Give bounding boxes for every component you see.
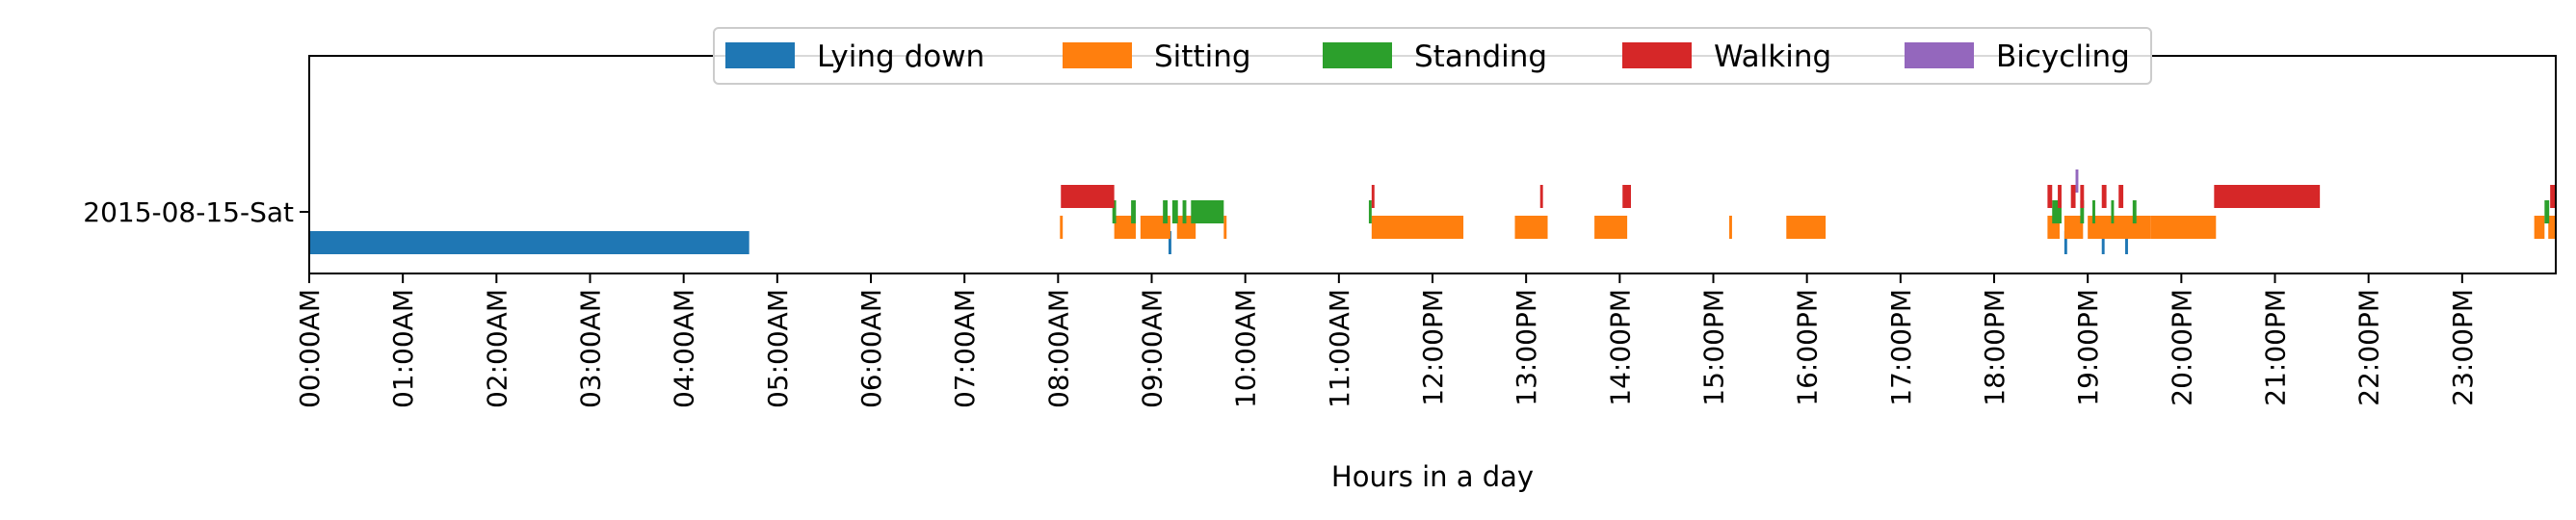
legend-swatch-bicycling: [1905, 42, 1974, 68]
bar-sitting-4: [1223, 216, 1227, 239]
bar-sitting-8: [1729, 216, 1732, 239]
bar-sitting-6: [1514, 216, 1548, 239]
legend-swatch-standing: [1323, 42, 1392, 68]
bar-bicycling-0: [2075, 169, 2079, 193]
x-tick-label-13: 13:00PM: [1511, 289, 1542, 406]
bar-walking-7: [2080, 185, 2085, 208]
bar-sitting-9: [1786, 216, 1827, 239]
x-tick-label-2: 02:00AM: [481, 289, 513, 408]
legend-label-sitting: Sitting: [1154, 39, 1251, 74]
x-tick-label-20: 20:00PM: [2166, 289, 2197, 406]
bar-sitting-5: [1371, 216, 1464, 239]
x-tick-label-1: 01:00AM: [387, 289, 419, 408]
x-tick-label-5: 05:00AM: [762, 289, 794, 408]
series-sitting: [1060, 216, 2556, 239]
x-tick-label-17: 17:00PM: [1885, 289, 1917, 406]
x-tick-label-15: 15:00PM: [1698, 289, 1730, 406]
series-bicycling: [2075, 169, 2079, 193]
x-tick-label-7: 07:00AM: [949, 289, 981, 408]
bar-sitting-0: [1060, 216, 1064, 239]
x-tick-label-21: 21:00PM: [2260, 289, 2292, 406]
bar-sitting-15: [2548, 216, 2556, 239]
legend-swatch-sitting: [1063, 42, 1132, 68]
bar-lying-down-1: [1168, 231, 1171, 254]
y-axis: 2015-08-15-Sat: [83, 196, 309, 228]
bar-sitting-14: [2534, 216, 2545, 239]
y-tick-label-0: 2015-08-15-Sat: [83, 196, 294, 228]
x-tick-label-14: 14:00PM: [1604, 289, 1636, 406]
bar-sitting-11: [2063, 216, 2084, 239]
x-tick-label-18: 18:00PM: [1979, 289, 2011, 406]
bar-lying-down-0: [309, 231, 749, 254]
bar-standing-12: [2544, 200, 2550, 223]
x-tick-label-9: 09:00AM: [1137, 289, 1169, 408]
bar-sitting-7: [1594, 216, 1628, 239]
legend-swatch-lying-down: [725, 42, 795, 68]
bar-walking-1: [1371, 185, 1375, 208]
legend-label-bicycling: Bicycling: [1996, 39, 2130, 74]
legend-label-standing: Standing: [1414, 39, 1547, 74]
x-tick-label-11: 11:00AM: [1324, 289, 1355, 408]
legend: Lying down Sitting Standing Walking Bicyclin…: [713, 27, 2152, 85]
series-walking: [1061, 185, 2556, 208]
x-tick-label-19: 19:00PM: [2072, 289, 2104, 406]
bar-walking-11: [2550, 185, 2556, 208]
bar-walking-9: [2118, 185, 2124, 208]
series-lying-down: [309, 231, 2128, 254]
x-tick-label-8: 08:00AM: [1042, 289, 1074, 408]
bar-standing-4: [1182, 200, 1187, 223]
bar-walking-2: [1539, 185, 1543, 208]
bar-standing-3: [1171, 200, 1178, 223]
bar-standing-5: [1191, 200, 1224, 223]
bar-walking-6: [2070, 185, 2076, 208]
bar-standing-1: [1131, 200, 1136, 223]
x-axis: 00:00AM 01:00AM 02:00AM 03:00AM 04:00AM 05:00…: [294, 273, 2479, 408]
bar-walking-3: [1622, 185, 1631, 208]
legend-label-walking: Walking: [1714, 39, 1831, 74]
bar-standing-10: [2111, 200, 2115, 223]
bar-walking-0: [1061, 185, 1115, 208]
x-tick-label-16: 16:00PM: [1792, 289, 1824, 406]
bar-standing-6: [1368, 200, 1372, 223]
bar-sitting-13: [2150, 216, 2217, 239]
x-tick-label-23: 23:00PM: [2447, 289, 2479, 406]
bar-standing-11: [2132, 200, 2137, 223]
x-tick-label-22: 22:00PM: [2353, 289, 2385, 406]
x-tick-label-12: 12:00PM: [1417, 289, 1449, 406]
bar-lying-down-3: [2101, 231, 2105, 254]
x-tick-label-10: 10:00AM: [1230, 289, 1262, 408]
bar-standing-9: [2092, 200, 2095, 223]
legend-label-lying-down: Lying down: [817, 39, 985, 74]
x-tick-label-4: 04:00AM: [669, 289, 700, 408]
x-tick-label-0: 00:00AM: [294, 289, 326, 408]
x-tick-label-6: 06:00AM: [855, 289, 887, 408]
series-standing: [1112, 200, 2550, 223]
bar-walking-10: [2214, 185, 2321, 208]
x-tick-label-3: 03:00AM: [575, 289, 607, 408]
bar-standing-8: [2080, 200, 2085, 223]
legend-swatch-walking: [1622, 42, 1692, 68]
bar-walking-5: [2058, 185, 2062, 208]
activity-bars: [309, 169, 2556, 254]
bar-walking-8: [2101, 185, 2107, 208]
bar-lying-down-4: [2125, 231, 2128, 254]
bar-sitting-1: [1114, 216, 1136, 239]
bar-standing-7: [2052, 200, 2062, 223]
bar-lying-down-2: [2063, 231, 2067, 254]
x-axis-title: Hours in a day: [1331, 460, 1534, 493]
bar-sitting-12: [2088, 216, 2151, 239]
bar-walking-4: [2047, 185, 2053, 208]
legend-box: [713, 27, 2152, 85]
bar-standing-0: [1112, 200, 1117, 223]
bar-standing-2: [1163, 200, 1169, 223]
